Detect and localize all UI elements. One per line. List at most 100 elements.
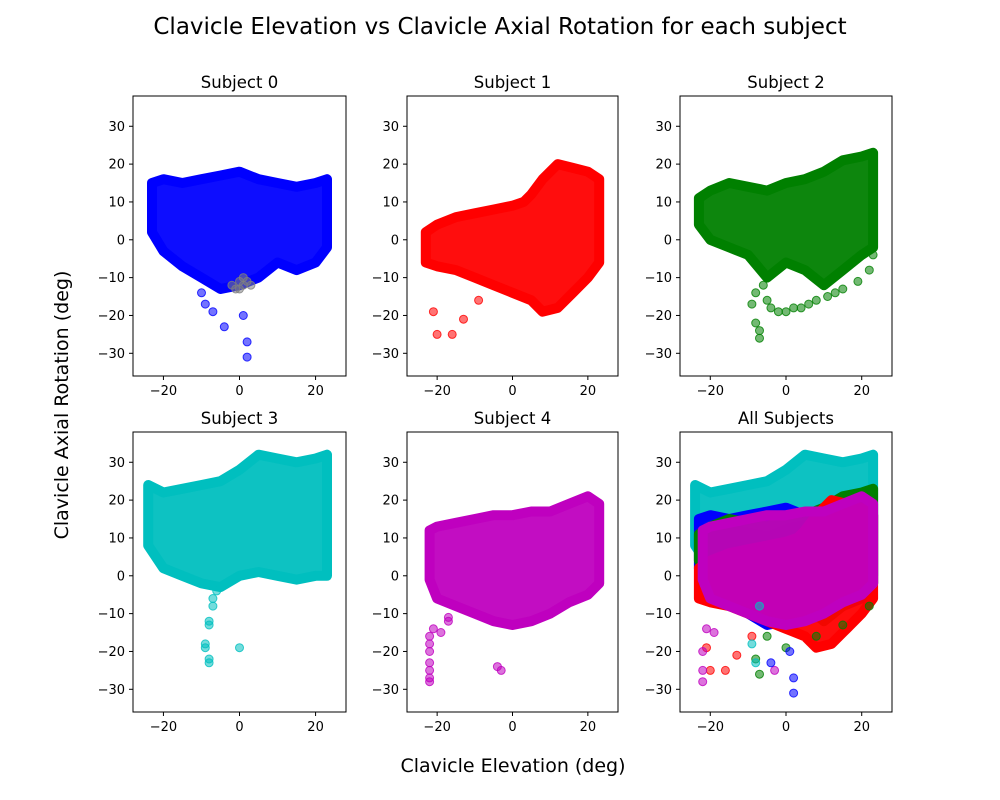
scatter-point [425, 639, 435, 649]
scatter-point [747, 299, 757, 309]
scatter-point [698, 647, 708, 656]
scatter-point [758, 280, 768, 290]
y-tick-label: 30 [655, 456, 672, 471]
axis-ticks: −20 0 20 −30 −20 −10 0 10 20 30 [98, 456, 324, 735]
scatter-point [447, 329, 457, 339]
scatter-point [762, 631, 772, 641]
subplot-title: Subject 1 [474, 73, 551, 92]
figure-title: Clavicle Elevation vs Clavicle Axial Rot… [153, 14, 846, 40]
y-tick-label: 10 [108, 531, 125, 546]
x-tick-label: 20 [580, 384, 597, 399]
scatter-point [208, 601, 218, 611]
y-tick-label: 0 [664, 233, 672, 248]
scatter-point [811, 295, 821, 305]
axis-ticks: −20 0 20 −30 −20 −10 0 10 20 30 [645, 456, 870, 735]
scatter-point [242, 352, 252, 362]
scatter-point [425, 631, 435, 641]
scatter-point [246, 280, 256, 290]
scatter-point [864, 265, 874, 275]
scatter-cluster-0 [693, 147, 879, 291]
x-tick-label: −20 [697, 384, 724, 399]
y-tick-label: 0 [664, 569, 672, 584]
y-tick-label: −10 [372, 271, 399, 286]
x-tick-label: 20 [307, 384, 324, 399]
y-tick-label: −20 [98, 309, 125, 324]
y-tick-label: 20 [108, 158, 125, 173]
scatter-point [766, 658, 776, 668]
y-tick-label: 30 [382, 456, 399, 471]
x-tick-label: 20 [853, 720, 870, 735]
scatter-cluster-0 [143, 449, 332, 593]
figure-y-label: Clavicle Axial Rotation (deg) [51, 271, 73, 540]
subplot-subject-1: Subject 1 −20 0 20 −30 −20 −10 0 10 20 30 [372, 73, 619, 399]
scatter-point [432, 329, 442, 339]
scatter-points [197, 273, 256, 362]
scatter-point [751, 658, 761, 668]
scatter-point [864, 601, 874, 611]
scatter-point [781, 307, 791, 317]
scatter-clusters [690, 449, 879, 653]
subplot-title: Subject 2 [747, 73, 824, 92]
scatter-point [227, 280, 237, 290]
scatter-point [698, 677, 708, 687]
y-tick-label: −30 [98, 347, 125, 362]
scatter-point [242, 337, 252, 347]
scatter-point [200, 299, 210, 309]
scatter-point [425, 658, 435, 668]
y-tick-label: −30 [645, 347, 672, 362]
scatter-point [823, 292, 833, 301]
x-tick-label: 0 [508, 720, 516, 735]
y-tick-label: 10 [655, 531, 672, 546]
x-tick-label: −20 [697, 720, 724, 735]
scatter-point [208, 307, 218, 317]
scatter-point [751, 318, 761, 328]
scatter-point [698, 665, 708, 675]
x-tick-label: −20 [150, 384, 177, 399]
figure-x-label: Clavicle Elevation (deg) [400, 755, 625, 777]
scatter-clusters [424, 491, 605, 630]
scatter-point [459, 314, 468, 324]
subplot-subject-2: Subject 2 −20 0 20 −30 −20 −10 0 10 20 30 [645, 73, 893, 399]
y-tick-label: −20 [372, 309, 399, 324]
scatter-point [200, 639, 210, 649]
scatter-point [762, 295, 772, 305]
scatter-point [789, 303, 799, 313]
y-tick-label: 0 [391, 569, 399, 584]
y-tick-label: 20 [655, 158, 672, 173]
scatter-point [747, 639, 757, 649]
x-tick-label: 20 [853, 384, 870, 399]
y-tick-label: 30 [382, 120, 399, 135]
scatter-point [755, 333, 764, 343]
scatter-points [698, 601, 874, 698]
axis-ticks: −20 0 20 −30 −20 −10 0 10 20 30 [372, 456, 597, 735]
y-tick-label: −10 [645, 271, 672, 286]
y-tick-label: 20 [655, 494, 672, 509]
y-tick-label: −20 [645, 309, 672, 324]
scatter-point [496, 665, 506, 675]
y-tick-label: −10 [372, 607, 399, 622]
scatter-point [702, 624, 711, 634]
y-tick-label: −20 [98, 645, 125, 660]
x-tick-label: 0 [782, 720, 790, 735]
scatter-point [755, 326, 764, 336]
y-tick-label: 30 [655, 120, 672, 135]
scatter-point [796, 303, 806, 313]
scatter-point [428, 307, 438, 317]
subplot-title: Subject 4 [474, 409, 551, 428]
y-tick-label: 20 [382, 158, 399, 173]
subplot-title: Subject 3 [201, 409, 278, 428]
y-tick-label: −30 [372, 347, 399, 362]
scatter-clusters [147, 166, 332, 294]
scatter-points [747, 250, 878, 343]
scatter-clusters [693, 147, 879, 291]
axis-ticks: −20 0 20 −30 −20 −10 0 10 20 30 [98, 120, 324, 399]
x-tick-label: 20 [580, 720, 597, 735]
y-tick-label: 30 [108, 456, 125, 471]
scatter-cluster-0 [424, 491, 605, 630]
scatter-points [428, 295, 484, 339]
scatter-point [425, 665, 435, 675]
y-tick-label: 20 [382, 494, 399, 509]
scatter-point [755, 601, 764, 611]
scatter-point [868, 250, 878, 260]
